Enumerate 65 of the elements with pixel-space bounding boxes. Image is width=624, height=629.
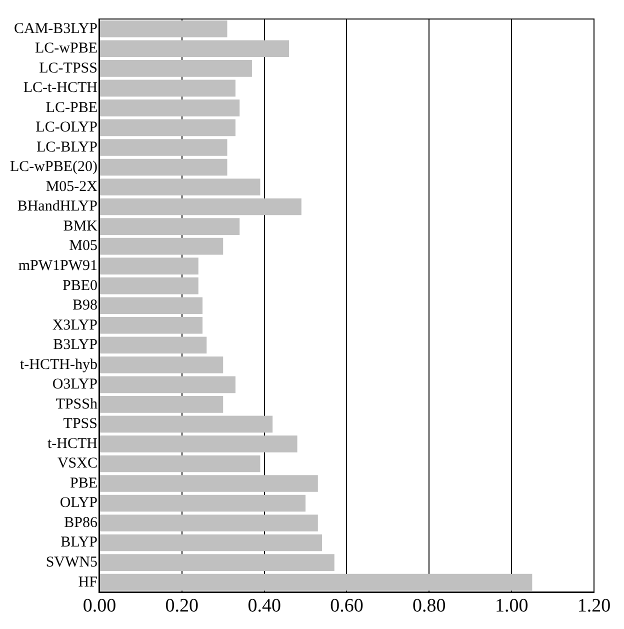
x-tick-label: 0.80 [412, 596, 446, 617]
bar [100, 455, 260, 472]
y-tick-label: PBE0 [62, 278, 98, 294]
bar [100, 198, 302, 216]
x-tick-label: 0.60 [330, 596, 364, 617]
bar [100, 336, 207, 354]
x-tick-label: 1.00 [494, 596, 528, 617]
bar [100, 139, 228, 156]
y-tick-label: PBE [70, 475, 98, 492]
x-tick-label: 1.20 [577, 596, 611, 617]
x-tick-label: 0.00 [82, 596, 116, 617]
bar [100, 554, 334, 571]
y-tick-label: SVWN5 [46, 554, 98, 570]
bar [100, 218, 240, 235]
bar [100, 494, 306, 512]
bar [100, 475, 318, 492]
y-tick-label: M05 [69, 238, 98, 254]
y-tick-label: BMK [63, 218, 98, 234]
bar [100, 158, 228, 176]
y-tick-label: t-HCTH [47, 436, 98, 452]
y-tick-label: LC-t-HCTH [23, 80, 98, 96]
bar [100, 40, 290, 58]
y-tick-label: B98 [72, 298, 98, 314]
bar [100, 100, 240, 116]
x-tick-label: 0.20 [165, 596, 199, 617]
bar [100, 119, 236, 136]
bar [100, 316, 203, 334]
y-tick-label: HF [78, 574, 98, 590]
y-tick-label: LC-TPSS [39, 60, 98, 76]
bar [100, 396, 224, 413]
y-tick-label: BLYP [60, 534, 98, 551]
bar [100, 80, 236, 97]
bar [100, 297, 203, 314]
y-tick-label: X3LYP [52, 317, 98, 334]
bar [100, 356, 224, 374]
bar [100, 20, 228, 38]
y-tick-label: LC-PBE [46, 100, 98, 116]
bar [100, 277, 198, 294]
y-tick-label: LC-OLYP [36, 120, 98, 136]
y-tick-label: TPSS [63, 416, 98, 432]
bar [100, 60, 252, 77]
bar [100, 376, 236, 394]
y-tick-label: LC-BLYP [36, 139, 98, 156]
bar [100, 574, 532, 591]
y-tick-label: BHandHLYP [17, 198, 98, 215]
bar [100, 416, 273, 433]
y-tick-label: CAM-B3LYP [14, 20, 98, 37]
bar [100, 258, 198, 274]
bar [100, 178, 260, 196]
x-tick-label: 0.40 [248, 596, 281, 617]
y-tick-label: M05-2X [46, 178, 98, 195]
bar [100, 436, 298, 452]
y-tick-label: BP86 [64, 514, 98, 531]
y-tick-label: VSXC [57, 456, 98, 472]
y-tick-label: t-HCTH-hyb [20, 356, 98, 373]
y-tick-label: O3LYP [52, 376, 98, 393]
y-tick-label: LC-wPBE(20) [10, 159, 98, 176]
y-tick-label: B3LYP [53, 337, 98, 354]
y-tick-label: TPSSh [56, 396, 98, 412]
bar [100, 514, 318, 532]
bar [100, 534, 322, 552]
bar [100, 238, 224, 255]
y-tick-label: OLYP [60, 495, 98, 512]
y-tick-label: mPW1PW91 [18, 258, 98, 274]
y-tick-label: LC-wPBE [34, 40, 98, 57]
